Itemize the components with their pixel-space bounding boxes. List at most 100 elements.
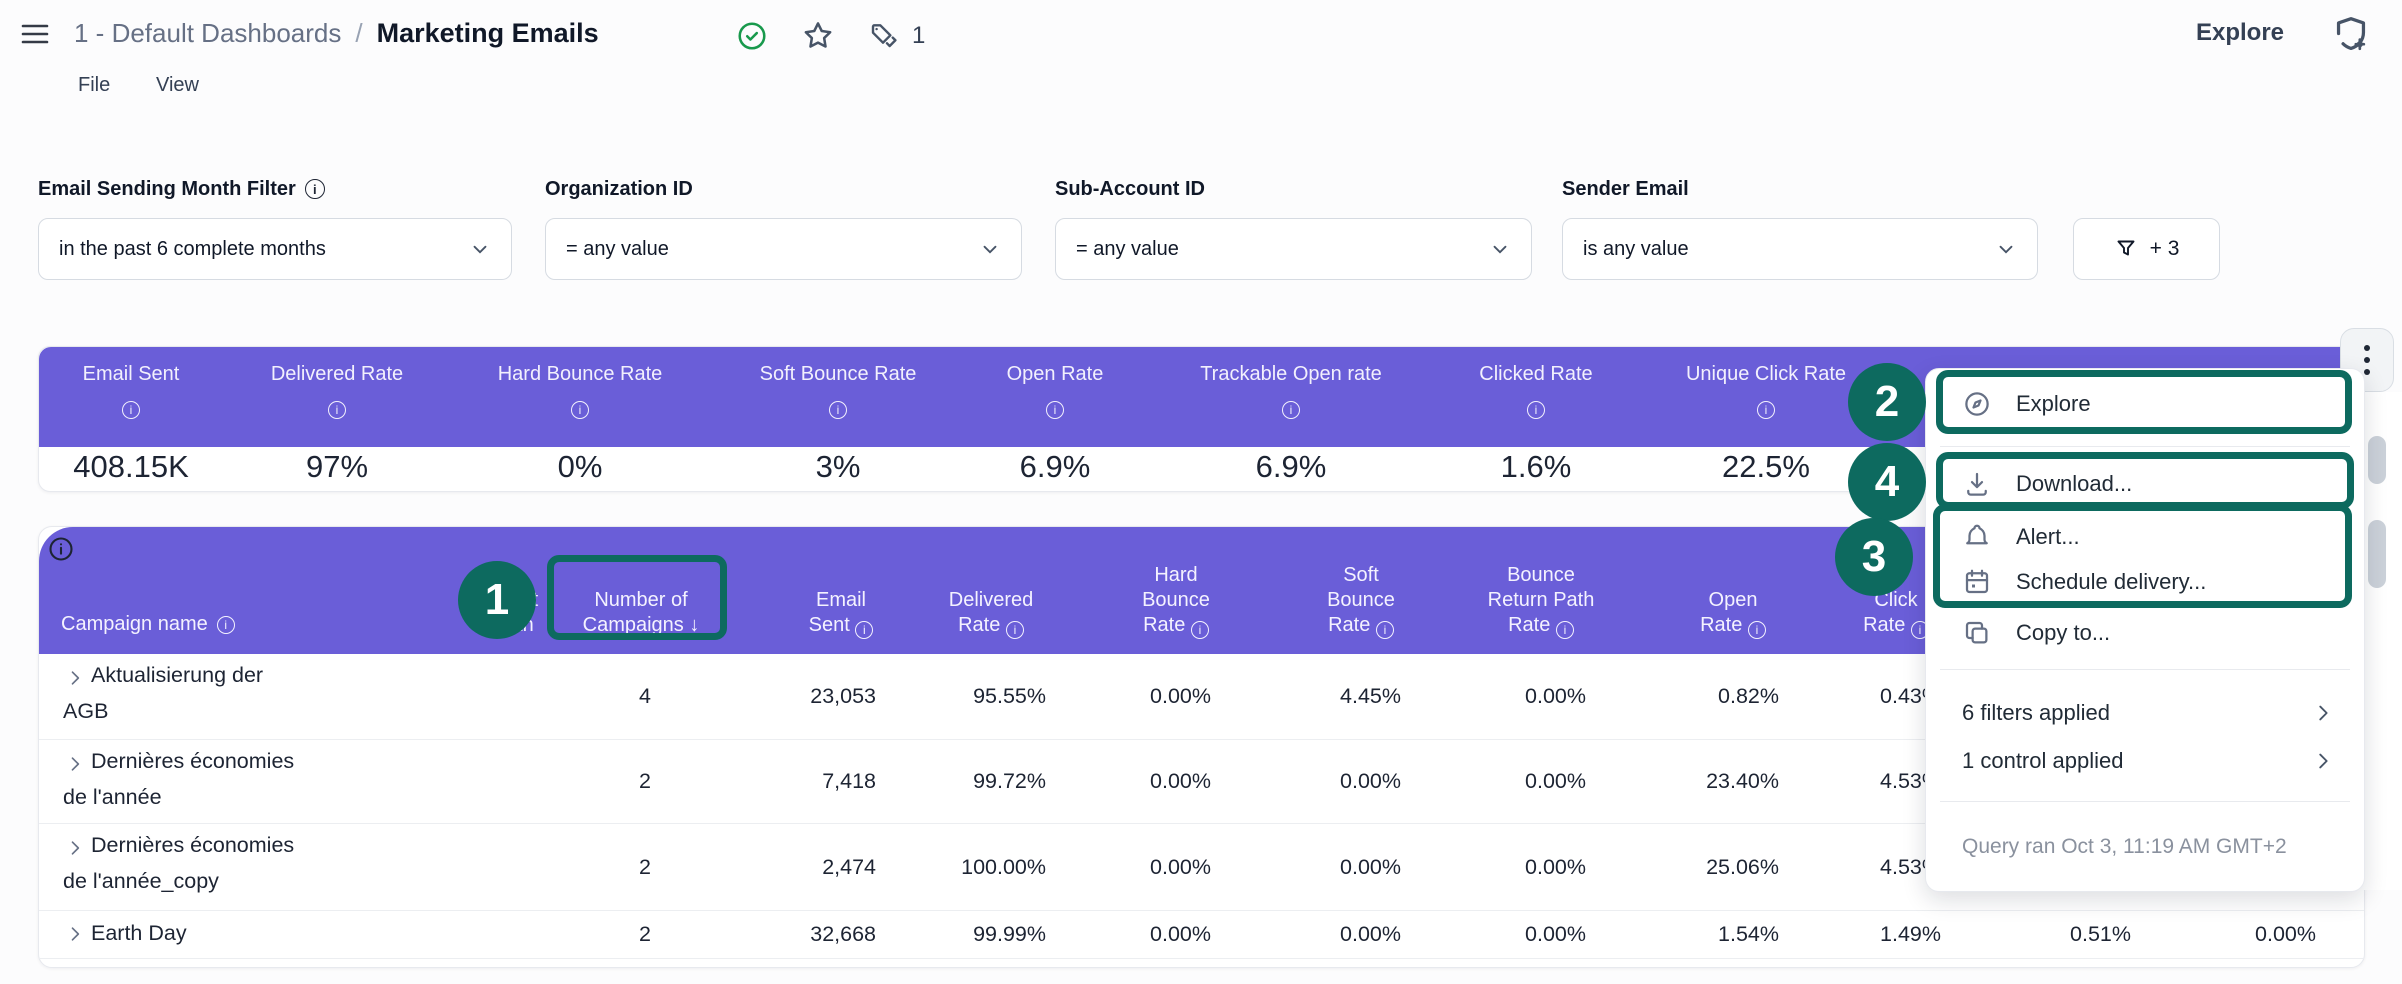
info-icon: i	[855, 621, 874, 639]
filter-select-organization-id[interactable]: = any value	[545, 218, 1022, 280]
cell-email-sent: 7,418	[822, 769, 876, 793]
scrollbar-thumb[interactable]	[2368, 436, 2386, 484]
shield-settings-icon[interactable]	[2328, 12, 2374, 58]
verified-badge-icon[interactable]	[736, 20, 768, 52]
info-icon[interactable]: i	[571, 401, 589, 419]
cell: 0.51%	[2070, 922, 2131, 946]
cell-soft-bounce-rate: 0.00%	[1340, 769, 1401, 793]
menu-item-explore[interactable]: Explore	[1926, 382, 2364, 426]
info-icon[interactable]: i	[829, 401, 847, 419]
menu-item-schedule-delivery[interactable]: Schedule delivery...	[1926, 560, 2364, 604]
column-header-delivered-rate[interactable]: Delivered Rate i	[948, 589, 1034, 639]
explore-top-button[interactable]: Explore	[2196, 19, 2285, 46]
kpi-header-email-sent[interactable]: Email Sent	[82, 363, 180, 385]
info-icon[interactable]: i	[1527, 401, 1545, 419]
cell-bounce-return-path-rate: 0.00%	[1525, 854, 1586, 879]
more-filters-button[interactable]: + 3	[2073, 218, 2220, 280]
menu-divider	[1940, 446, 2350, 447]
column-header-open-rate[interactable]: Open Rate i	[1618, 588, 1848, 639]
cell-number-of-campaigns: 2	[639, 922, 651, 946]
hamburger-menu-icon[interactable]	[20, 20, 50, 48]
cell-click-rate: 0.43%	[1880, 684, 1941, 708]
cell-hard-bounce-rate: 0.00%	[1150, 922, 1211, 946]
page-title: Marketing Emails	[376, 18, 599, 48]
chevron-down-icon	[979, 238, 1001, 260]
expand-chevron-icon[interactable]	[65, 754, 85, 774]
info-icon[interactable]: i	[1046, 401, 1064, 419]
cell-number-of-campaigns: 2	[639, 769, 651, 793]
breadcrumb-parent[interactable]: 1 - Default Dashboards	[74, 18, 342, 48]
cell-delivered-rate: 95.55%	[973, 684, 1046, 708]
cell-open-rate: 1.54%	[1718, 922, 1779, 946]
cell-hard-bounce-rate: 0.00%	[1150, 854, 1211, 879]
expand-chevron-icon[interactable]	[65, 668, 85, 688]
menu-item-copy-to[interactable]: Copy to...	[1926, 611, 2364, 655]
column-header-email-sent[interactable]: Email Sent i	[726, 588, 956, 639]
copy-icon	[1962, 618, 1992, 648]
column-header-hard-bounce-rate[interactable]: Hard Bounce Rate i	[1142, 564, 1210, 639]
query-ran-timestamp: Query ran Oct 3, 11:19 AM GMT+2	[1962, 835, 2287, 858]
tile-options-button[interactable]	[2340, 328, 2394, 392]
cell-delivered-rate: 99.99%	[973, 922, 1046, 946]
info-icon: i	[1375, 621, 1394, 639]
chevron-down-icon	[1489, 238, 1511, 260]
table-row: Earth Day 2 32,668 99.99% 0.00% 0.00% 0.…	[39, 911, 2364, 959]
tags-icon[interactable]	[866, 20, 900, 52]
campaign-name: Dernières économies	[91, 833, 295, 857]
tile-context-menu: Explore Download... Alert...	[1925, 368, 2365, 892]
cell-soft-bounce-rate: 4.45%	[1340, 684, 1401, 708]
info-icon[interactable]: i	[1757, 401, 1775, 419]
cell-email-sent: 32,668	[810, 922, 876, 946]
kpi-value-email-sent: 408.15K	[73, 449, 189, 484]
column-header-number-of-campaigns[interactable]: Number of Campaigns ↓	[582, 589, 700, 636]
filter-label-organization-id: Organization ID	[545, 177, 693, 200]
kpi-value-unique-click-rate: 22.5%	[1722, 449, 1810, 484]
chevron-down-icon	[1995, 238, 2017, 260]
tile-info-icon[interactable]	[47, 535, 75, 563]
cell-email-sent: 2,474	[822, 854, 876, 879]
scrollbar-track[interactable]	[2361, 392, 2402, 890]
chevron-down-icon	[469, 238, 491, 260]
kpi-header-clicked-rate[interactable]: Clicked Rate	[1479, 363, 1593, 385]
cell-soft-bounce-rate: 0.00%	[1340, 854, 1401, 879]
breadcrumb-separator: /	[355, 18, 363, 48]
cell-delivered-rate: 99.72%	[973, 769, 1046, 793]
column-header-bounce-return-path-rate[interactable]: Bounce Return Path Rate i	[1487, 564, 1595, 639]
expand-chevron-icon[interactable]	[65, 924, 85, 944]
column-header-soft-bounce-rate[interactable]: Soft Bounce Rate i	[1327, 564, 1395, 639]
menubar-view[interactable]: View	[156, 74, 199, 96]
campaign-name: Earth Day	[91, 921, 187, 945]
kpi-header-unique-click-rate[interactable]: Unique Click Rate	[1685, 363, 1847, 385]
menu-item-download[interactable]: Download...	[1926, 462, 2364, 506]
filter-select-sender-email[interactable]: is any value	[1562, 218, 2038, 280]
expand-chevron-icon[interactable]	[65, 838, 85, 858]
kpi-header-hard-bounce-rate[interactable]: Hard Bounce Rate	[497, 363, 663, 385]
info-icon[interactable]: i	[328, 401, 346, 419]
scrollbar-thumb[interactable]	[2368, 520, 2386, 588]
tag-count: 1	[912, 22, 926, 49]
info-icon[interactable]: i	[304, 179, 325, 199]
cell-bounce-return-path-rate: 0.00%	[1525, 684, 1586, 708]
menu-divider	[1940, 669, 2350, 670]
cell-bounce-return-path-rate: 0.00%	[1525, 769, 1586, 793]
cell-click-rate: 4.53%	[1880, 854, 1941, 879]
info-icon: i	[216, 615, 235, 634]
menu-item-control-applied[interactable]: 1 control applied	[1926, 739, 2364, 783]
favorite-star-icon[interactable]	[800, 18, 836, 54]
kpi-header-delivered-rate[interactable]: Delivered Rate	[270, 363, 404, 385]
cell: 0.00%	[2255, 922, 2316, 946]
kpi-header-trackable-open-rate[interactable]: Trackable Open rate	[1200, 363, 1382, 385]
kpi-header-soft-bounce-rate[interactable]: Soft Bounce Rate	[759, 363, 917, 385]
column-header-campaign-name[interactable]: Campaign name i	[61, 613, 235, 636]
info-icon[interactable]: i	[122, 401, 140, 419]
filter-select-email-sending-month[interactable]: in the past 6 complete months	[38, 218, 512, 280]
menu-item-filters-applied[interactable]: 6 filters applied	[1926, 691, 2364, 735]
campaign-name: Dernières économies	[91, 749, 295, 773]
menu-item-alert[interactable]: Alert...	[1926, 515, 2364, 559]
cell-hard-bounce-rate: 0.00%	[1150, 769, 1211, 793]
menubar-file[interactable]: File	[78, 74, 111, 96]
filter-select-sub-account-id[interactable]: = any value	[1055, 218, 1532, 280]
bell-icon	[1962, 522, 1992, 552]
kpi-header-open-rate[interactable]: Open Rate	[1006, 363, 1104, 385]
info-icon[interactable]: i	[1282, 401, 1300, 419]
